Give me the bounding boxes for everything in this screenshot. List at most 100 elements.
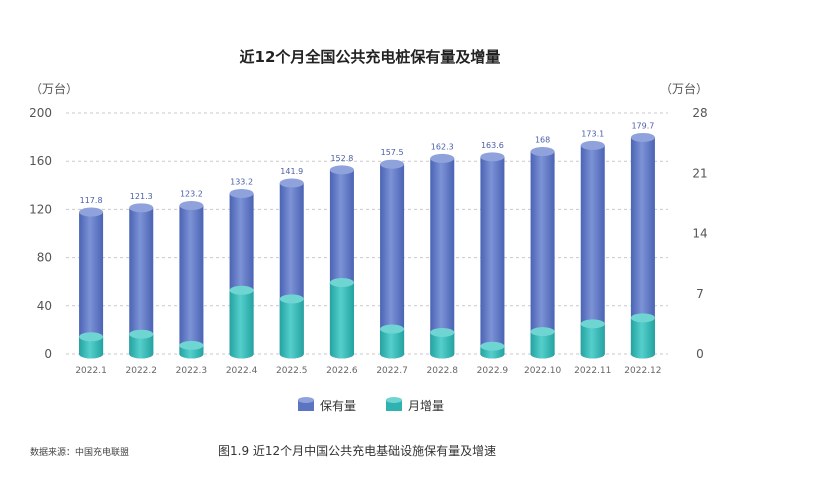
bar-stock <box>480 152 505 359</box>
bar-increment-top <box>279 294 304 304</box>
bar-stock <box>179 201 204 359</box>
bar-increment-body <box>530 331 555 354</box>
left-tick-label: 80 <box>37 251 52 265</box>
bar-stock-top <box>129 203 154 213</box>
data-label-stock: 152.8 <box>330 154 353 163</box>
left-tick-label: 120 <box>29 202 52 216</box>
bar-stock-body <box>580 145 605 354</box>
data-label-stock: 162.3 <box>431 142 454 151</box>
bar-stock-top <box>380 159 405 169</box>
bar-increment <box>179 340 204 359</box>
bar-stock-top <box>430 153 455 163</box>
data-label-stock: 163.6 <box>481 141 504 150</box>
x-tick-label: 2022.2 <box>126 366 158 376</box>
bar-increment <box>380 324 405 359</box>
bar-increment <box>430 327 455 359</box>
left-axis: 0 40 80 120 160 200 <box>29 106 52 361</box>
legend-label-increment: 月增量 <box>408 399 444 413</box>
bar-increment-base <box>530 349 555 359</box>
x-tick-label: 2022.10 <box>524 366 561 376</box>
bar-increment-top <box>329 278 354 288</box>
bar-increment-top <box>630 313 655 323</box>
bar-increment-top <box>79 332 104 342</box>
bar-stock-top <box>229 188 254 198</box>
bar-increment <box>580 319 605 359</box>
x-tick-label: 2022.1 <box>75 366 107 376</box>
legend-swatch-increment <box>386 400 402 411</box>
bar-stock-body <box>530 151 555 354</box>
x-tick-label: 2022.12 <box>624 366 661 376</box>
bar-increment-base <box>430 349 455 359</box>
bar-increment-top <box>530 327 555 337</box>
bar-increment-body <box>229 290 254 354</box>
bar-increment-base <box>329 349 354 359</box>
bar-increment-top <box>380 324 405 334</box>
x-tick-label: 2022.5 <box>276 366 308 376</box>
data-label-stock: 123.2 <box>180 190 203 199</box>
figure-caption: 图1.9 近12个月中国公共充电基础设施保有量及增速 <box>218 443 496 458</box>
data-source: 数据来源：中国充电联盟 <box>30 446 129 458</box>
data-label-stock: 179.7 <box>631 121 654 130</box>
bar-increment-base <box>229 349 254 359</box>
bar-increment-top <box>229 285 254 295</box>
gridlines <box>66 112 668 355</box>
bar-increment <box>229 285 254 359</box>
bar-increment-body <box>279 298 304 354</box>
bar-increment-top <box>480 341 505 351</box>
x-tick-label: 2022.6 <box>326 366 358 376</box>
bar-stock-body <box>480 156 505 354</box>
bar-increment <box>129 329 154 359</box>
bar-increment-base <box>129 349 154 359</box>
bar-increment-body <box>630 317 655 354</box>
bar-increment-body <box>329 282 354 354</box>
bar-increment-body <box>580 323 605 354</box>
bar-stock-body <box>380 164 405 354</box>
bar-stock-body <box>179 205 204 354</box>
legend-swatch-stock-top <box>298 397 314 403</box>
chart-title: 近12个月全国公共充电桩保有量及增量 <box>240 48 501 66</box>
x-tick-label: 2022.4 <box>226 366 258 376</box>
legend-swatch-stock <box>298 400 314 411</box>
right-tick-label: 7 <box>696 287 704 301</box>
data-label-stock: 117.8 <box>80 196 103 205</box>
bar-stock-body <box>79 212 104 354</box>
bar-stock-top <box>630 132 655 142</box>
bar-increment-base <box>380 349 405 359</box>
data-label-stock: 133.2 <box>230 177 253 186</box>
bar-stock <box>530 147 555 359</box>
legend-label-stock: 保有量 <box>320 399 356 413</box>
left-tick-label: 0 <box>44 347 52 361</box>
bar-stock <box>380 159 405 359</box>
data-label-stock: 121.3 <box>130 192 153 201</box>
bar-increment-base <box>480 349 505 359</box>
x-tick-label: 2022.8 <box>427 366 459 376</box>
bar-increment-base <box>580 349 605 359</box>
bar-stock-top <box>480 152 505 162</box>
bar-increment-top <box>580 319 605 329</box>
bar-increment <box>79 332 104 359</box>
x-tick-label: 2022.11 <box>574 366 611 376</box>
bar-stock-body <box>129 207 154 354</box>
bar-stock-top <box>179 201 204 211</box>
bar-stock-body <box>430 158 455 354</box>
left-tick-label: 160 <box>29 154 52 168</box>
right-tick-label: 0 <box>696 347 704 361</box>
data-label-stock: 157.5 <box>381 148 404 157</box>
left-axis-unit: （万台） <box>30 81 78 96</box>
bar-increment-body <box>129 334 154 354</box>
bar-stock-top <box>279 178 304 188</box>
x-tick-label: 2022.3 <box>176 366 208 376</box>
x-tick-label: 2022.7 <box>376 366 408 376</box>
bar-increment-base <box>630 349 655 359</box>
legend-item-increment: 月增量 <box>386 397 444 413</box>
left-tick-label: 40 <box>37 299 52 313</box>
legend: 保有量 月增量 <box>298 397 444 413</box>
left-tick-label: 200 <box>29 106 52 120</box>
data-label-stock: 141.9 <box>280 167 303 176</box>
legend-swatch-increment-top <box>386 397 402 403</box>
bars: 117.8 121.3 123.2 133.2 141.9 152.8 157.5 162.3… <box>79 121 655 359</box>
data-label-stock: 173.1 <box>581 129 604 138</box>
right-axis: 0 7 14 21 28 <box>692 106 707 361</box>
bar-stock <box>430 153 455 359</box>
